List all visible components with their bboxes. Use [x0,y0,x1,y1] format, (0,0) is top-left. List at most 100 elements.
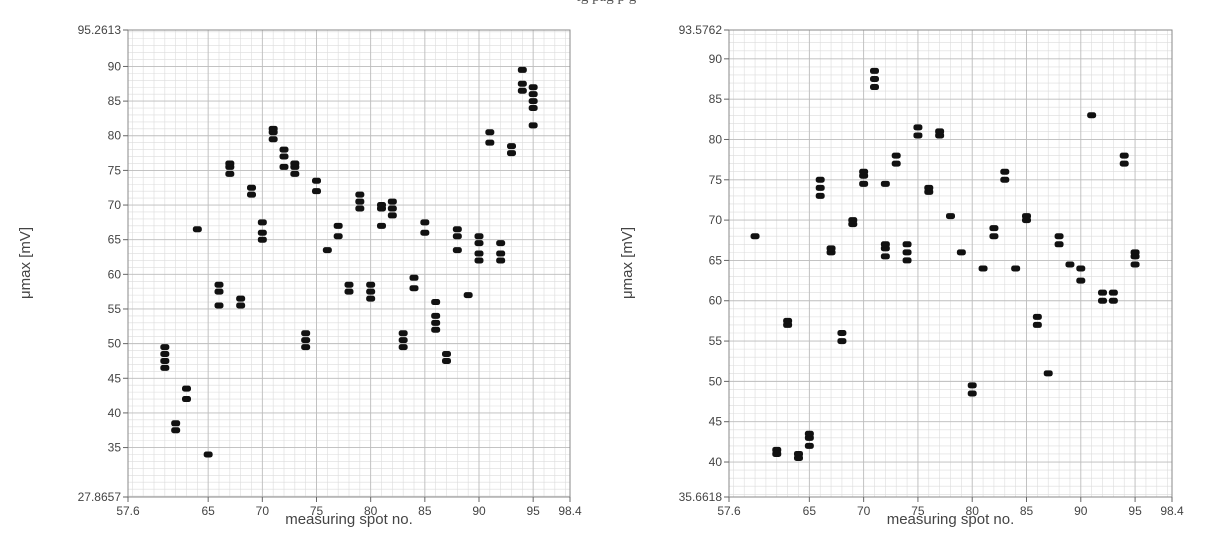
data-point [398,344,408,351]
data-point [869,84,879,91]
data-point [214,288,224,295]
y-axis-title: μmax [mV] [17,227,34,299]
data-point [1011,265,1021,272]
data-point [967,390,977,397]
data-point [431,326,441,333]
figure-caption-fragment: ig pag p g [0,0,1213,9]
data-point [880,253,890,260]
x-tick-label: 57.6 [717,504,741,518]
data-point [247,184,256,191]
data-point [420,219,430,226]
data-point [420,229,430,236]
y-tick-label: 27.8657 [78,490,122,504]
data-point [989,233,999,240]
data-point [804,430,814,437]
y-tick-label: 85 [709,92,723,106]
y-tick-label: 45 [709,415,723,429]
data-point [978,265,988,272]
data-point [793,450,803,457]
y-tick-label: 65 [709,253,723,267]
data-point [387,205,397,212]
data-point [431,299,441,306]
data-point [409,285,419,292]
data-point [171,427,181,434]
x-tick-label: 75 [310,504,324,518]
y-tick-label: 75 [108,163,122,177]
y-tick-label: 60 [108,267,122,281]
x-tick-label: 65 [803,504,817,518]
data-point [312,177,321,184]
data-point [279,153,289,160]
data-points [750,67,1140,461]
data-point [772,446,782,453]
chart-1: 57.6 65 70 75 80 85 90 95 98.4 27.8657 35 40 45 50 55 6… [17,23,582,528]
data-point [442,351,451,358]
x-tick-label: 85 [1020,504,1034,518]
data-point [452,247,462,254]
x-tick-label: 90 [1074,504,1088,518]
data-point [182,385,191,392]
x-tick-label: 65 [201,504,215,518]
x-tick-label: 98.4 [558,504,582,518]
data-point [913,132,923,139]
data-point [1065,261,1075,268]
data-point [528,105,538,112]
data-point [859,180,869,187]
data-point [474,240,484,247]
data-point [528,91,538,98]
data-point [815,184,825,191]
y-tick-label: 75 [709,173,723,187]
x-tick-label: 70 [256,504,270,518]
x-tick-label: 90 [472,504,486,518]
data-point [1108,297,1118,304]
data-point [387,198,397,205]
y-tick-label: 90 [709,52,723,66]
data-point [431,319,441,326]
data-point [517,80,527,87]
y-tick-label: 65 [108,233,122,247]
data-point [160,357,170,364]
data-point [1032,321,1042,328]
data-point [485,139,495,146]
data-point [160,351,170,358]
data-point [837,338,847,345]
y-tick-label: 35 [108,441,122,455]
data-point [452,233,462,240]
data-point [171,420,181,427]
x-tick-label: 98.4 [1160,504,1184,518]
data-point [377,202,386,209]
data-point [236,295,246,302]
data-point [322,247,332,254]
data-point [956,249,966,256]
chart-2: 57.6 65 70 75 80 85 90 95 98.4 35.6618 40 45 50 55 60 6… [619,23,1184,528]
data-point [804,442,814,449]
y-tick-label: 95.2613 [78,23,122,37]
data-point [496,250,506,257]
data-point [1054,233,1064,240]
data-point [355,198,365,205]
y-tick-label: 80 [709,132,723,146]
data-point [935,128,945,135]
data-point [1087,112,1097,119]
data-point [333,233,343,240]
y-tick-label: 50 [709,374,723,388]
x-axis-title: measuring spot no. [285,511,413,528]
data-point [333,222,343,229]
data-point [1098,289,1108,296]
data-points [160,66,538,458]
y-tick-label: 40 [108,406,122,420]
data-point [290,170,300,177]
x-tick-label: 80 [966,504,980,518]
data-point [880,180,890,187]
data-point [517,66,527,73]
data-point [257,236,267,243]
data-point [1000,176,1010,183]
plot-frame [127,29,571,498]
data-point [474,233,484,240]
y-axis-title: μmax [mV] [619,227,636,299]
x-tick-label: 95 [1128,504,1142,518]
data-point [387,212,397,219]
y-tick-label: 55 [709,334,723,348]
data-point [355,191,365,198]
